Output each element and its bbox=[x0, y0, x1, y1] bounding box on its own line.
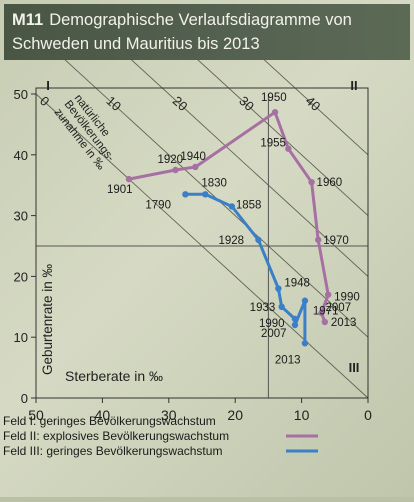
series-1-label-1790: 1790 bbox=[145, 199, 171, 211]
series-1-label-1971: 1971 bbox=[313, 306, 339, 318]
series-line-1 bbox=[183, 192, 307, 345]
figure-title-line1: M11 Demographische Verlaufsdiagramme von bbox=[12, 11, 352, 30]
series-0-label-1940: 1940 bbox=[180, 151, 206, 163]
series-0-label-1990: 1990 bbox=[334, 292, 360, 304]
y-axis-label: Geburtenrate in ‰ bbox=[40, 263, 55, 375]
field-divider-lines bbox=[36, 94, 368, 398]
series-1-point-1830 bbox=[202, 191, 209, 198]
growth-line-30 bbox=[197, 60, 369, 216]
y-tick-label-30: 30 bbox=[14, 209, 28, 224]
growth-line-20 bbox=[131, 60, 369, 277]
x-tick-label-20: 20 bbox=[227, 407, 243, 423]
figure-title-text-1: Demographische Verlaufsdiagramme von bbox=[49, 11, 352, 29]
x-tick-label-0: 0 bbox=[364, 407, 372, 423]
y-tick-label-50: 50 bbox=[14, 87, 28, 102]
series-0-point-1970 bbox=[315, 236, 322, 244]
series-0-label-1920: 1920 bbox=[157, 154, 183, 166]
figure-title-line2: Schweden und Mauritius bis 2013 bbox=[12, 35, 260, 53]
field-label-I: I bbox=[46, 78, 50, 93]
y-tick-label-20: 20 bbox=[14, 269, 28, 284]
series-0-label-1970: 1970 bbox=[323, 235, 349, 247]
series-1-point-1933 bbox=[278, 303, 285, 310]
diagonal-growth-lines: 0 10 20 30 40 bbox=[35, 60, 369, 399]
series-0-point-2007 bbox=[318, 309, 325, 317]
x-axis-label: Sterberate in ‰ bbox=[65, 368, 163, 384]
series-1-point-1990 bbox=[291, 315, 299, 323]
series-1-point-1790 bbox=[182, 191, 189, 198]
series-1-point-1928 bbox=[255, 236, 262, 244]
series-0-label-1950: 1950 bbox=[261, 92, 287, 104]
series-1-label-2007: 2007 bbox=[261, 328, 287, 340]
series-1-point-1971 bbox=[301, 297, 309, 304]
field-label-III: III bbox=[349, 360, 360, 375]
series-0-label-2013: 2013 bbox=[331, 317, 357, 329]
series-1-point-1858 bbox=[228, 203, 236, 210]
series-0-point-1940 bbox=[192, 163, 199, 171]
legend-entry-2: Feld III: geringes Bevölkerungswachstum bbox=[3, 444, 222, 458]
figure-header: M11 Demographische Verlaufsdiagramme von … bbox=[4, 4, 410, 60]
y-tick-label-10: 10 bbox=[14, 330, 28, 345]
series-0-point-1950 bbox=[271, 109, 279, 116]
y-tick-label-40: 40 bbox=[14, 148, 28, 163]
series-0-point-2013 bbox=[321, 318, 329, 326]
series-1-label-1830: 1830 bbox=[201, 177, 227, 189]
series-0-point-1955 bbox=[285, 145, 292, 152]
growth-line-10 bbox=[64, 60, 369, 338]
x-tick-label-30: 30 bbox=[161, 407, 177, 423]
series-line-0 bbox=[127, 110, 330, 324]
series-0-label-1901: 1901 bbox=[107, 184, 133, 196]
plot-frame bbox=[35, 87, 369, 399]
series-1-label-2013: 2013 bbox=[275, 354, 301, 366]
series-0-point-1960 bbox=[308, 178, 315, 186]
legend-entry-1: Feld II: explosives Bevölkerungswachstum bbox=[3, 429, 229, 443]
series-1-point-1948 bbox=[275, 285, 282, 292]
series-0-point-1990 bbox=[324, 291, 332, 298]
x-tick-label-10: 10 bbox=[294, 407, 310, 423]
series-layer bbox=[125, 109, 332, 347]
legend: Feld I: geringes BevölkerungswachstumFel… bbox=[3, 414, 318, 458]
growth-line-40 bbox=[263, 60, 369, 156]
series-1-label-1928: 1928 bbox=[218, 235, 244, 247]
chart-area: 0 10 20 30 40 0 10 20 30 40 50 50 40 30 20 10 0 Geburten… bbox=[0, 60, 414, 497]
legend-entry-0: Feld I: geringes Bevölkerungswachstum bbox=[3, 414, 216, 428]
figure-code: M11 bbox=[12, 11, 44, 29]
series-1-label-1933: 1933 bbox=[250, 302, 276, 314]
y-tick-label-0: 0 bbox=[21, 391, 28, 406]
series-0-label-1960: 1960 bbox=[317, 177, 343, 189]
axes: 0 10 20 30 40 50 50 40 30 20 10 0 Geburtenrate in ‰ S… bbox=[14, 78, 373, 423]
x-tick-label-40: 40 bbox=[95, 407, 111, 423]
series-1-point-2007 bbox=[291, 321, 299, 329]
series-1-label-1858: 1858 bbox=[236, 199, 262, 211]
labels-layer: 1901192019401950195519601970199020072013… bbox=[107, 92, 360, 366]
series-0-point-1901 bbox=[125, 175, 133, 183]
series-0-label-1955: 1955 bbox=[260, 138, 286, 150]
x-tick-label-50: 50 bbox=[28, 407, 44, 423]
series-1-label-1948: 1948 bbox=[284, 278, 310, 290]
field-label-II: II bbox=[350, 78, 357, 93]
series-1-point-2013 bbox=[301, 340, 309, 347]
series-1-label-1990: 1990 bbox=[259, 318, 285, 330]
series-0-label-2007: 2007 bbox=[326, 302, 352, 314]
series-0-point-1920 bbox=[172, 166, 179, 174]
